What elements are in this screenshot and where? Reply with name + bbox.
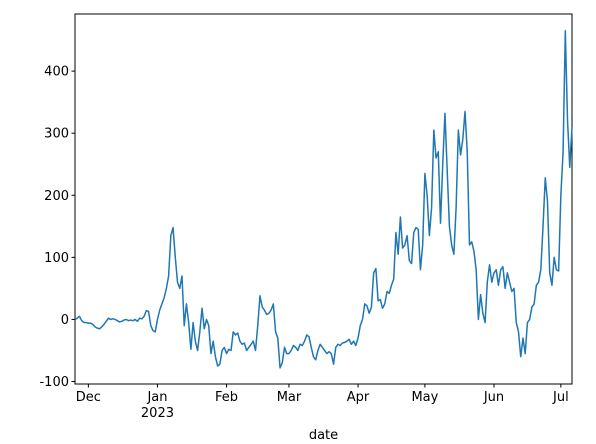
x-tick-label: Feb xyxy=(215,390,238,405)
y-tick-label: 0 xyxy=(61,313,69,328)
y-tick-label: 400 xyxy=(44,65,69,80)
axes-frame xyxy=(74,13,573,385)
x-axis-label: date xyxy=(309,428,338,443)
data-line xyxy=(74,30,573,369)
y-tick-label: -100 xyxy=(39,375,69,390)
x-tick-label: Jun xyxy=(483,390,504,405)
x-tick-label: Apr xyxy=(347,390,370,405)
x-tick-label: Jul xyxy=(552,390,569,405)
y-tick-label: 200 xyxy=(44,189,69,204)
y-tick-label: 100 xyxy=(44,251,69,266)
x-tick-label: Mar xyxy=(277,390,302,405)
x-tick-label: May xyxy=(411,390,438,405)
y-tick-label: 300 xyxy=(44,127,69,142)
x-tick-label: Jan 2023 xyxy=(141,390,174,421)
x-tick-label: Dec xyxy=(76,390,101,405)
